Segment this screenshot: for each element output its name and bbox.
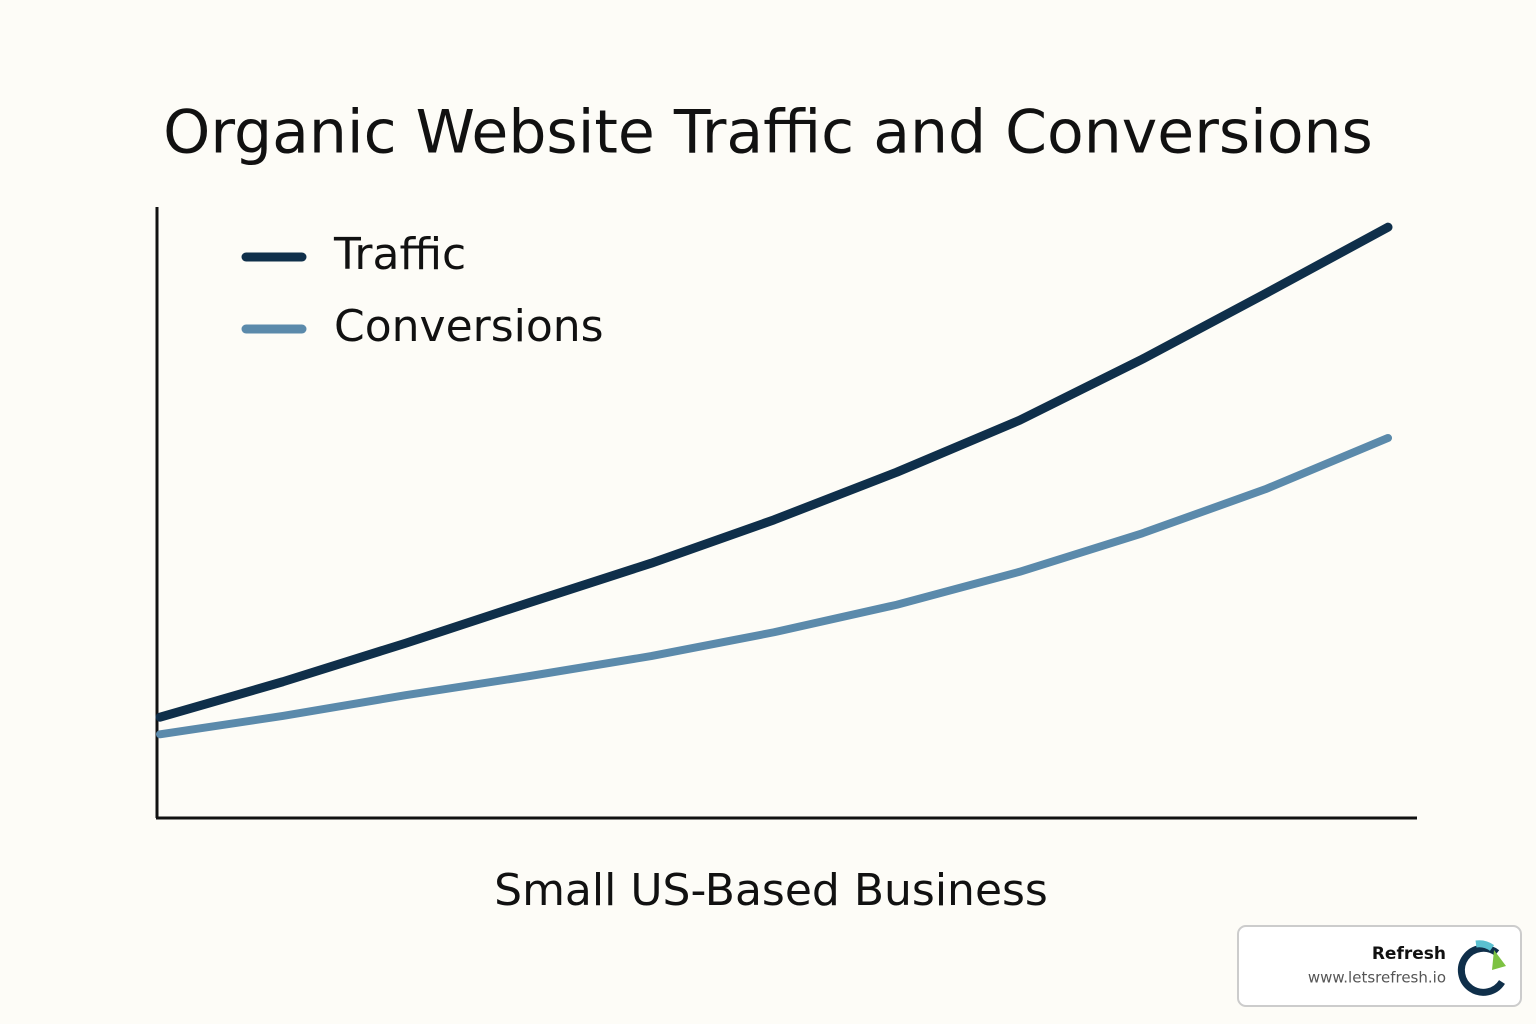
watermark-url: www.letsrefresh.io [1308,969,1446,987]
line-series [155,222,1393,722]
legend-label: Conversions [334,301,604,352]
watermark-box [1237,925,1522,1007]
chart-title: Organic Website Traffic and Conversions [163,98,1373,168]
watermark-brand: Refresh [1372,944,1446,964]
watermark-logo-accent [1475,940,1495,951]
watermark-logo [1457,944,1505,996]
x-axis-label: Small US-Based Business [494,865,1048,916]
watermark: Refresh www.letsrefresh.io [1237,925,1522,1007]
watermark-logo-arrow [1492,950,1506,970]
legend-label: Traffic [333,229,466,280]
line-series [156,433,1392,739]
